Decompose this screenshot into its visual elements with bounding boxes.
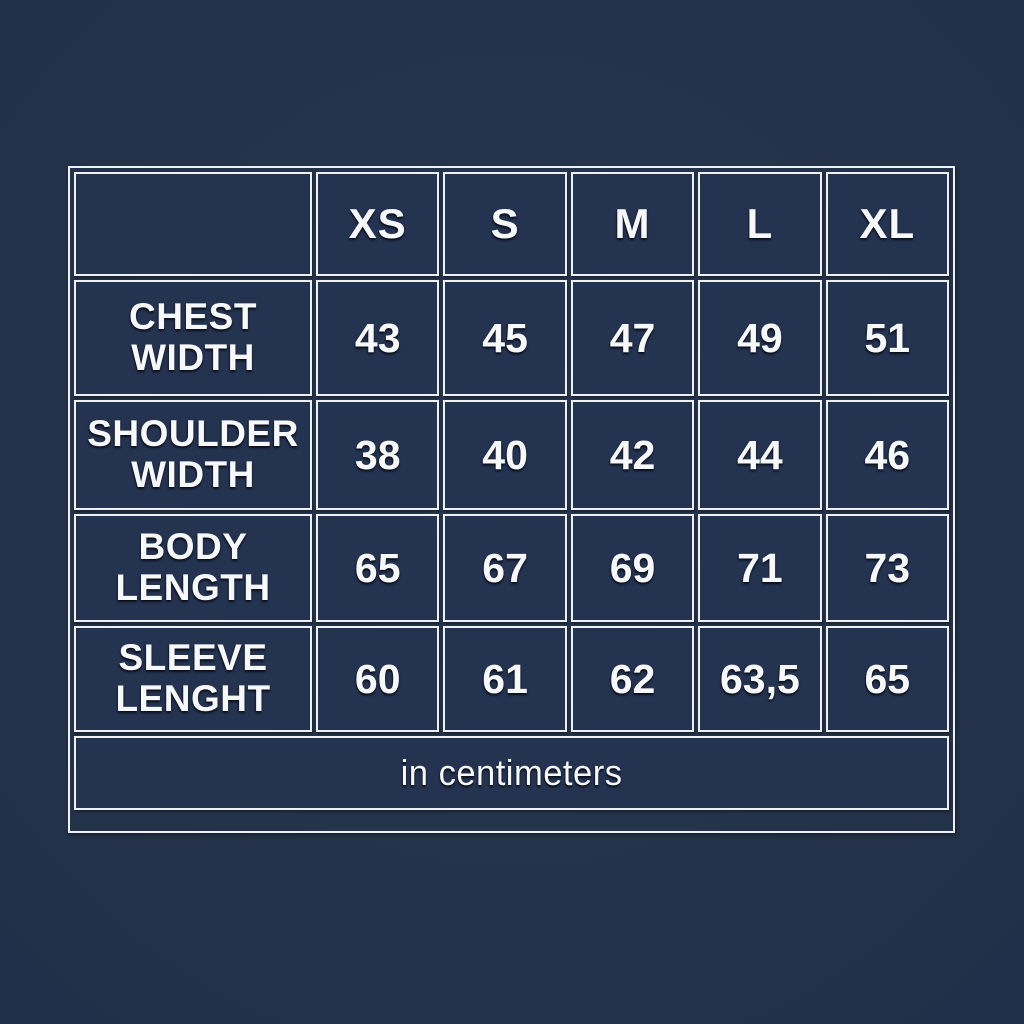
header-cell-xs: XS (316, 172, 440, 276)
cell-shoulder-width-s: 40 (443, 400, 567, 510)
cell-body-length-xs: 65 (316, 514, 440, 622)
cell-shoulder-width-xl: 46 (825, 400, 949, 510)
unit-note-cell: in centimeters (74, 736, 949, 810)
cell-sleeve-length-xl: 65 (825, 626, 949, 732)
cell-sleeve-length-m: 62 (570, 626, 695, 732)
unit-note-text: in centimeters (400, 752, 623, 793)
row-label-shoulder-width: SHOULDER WIDTH (74, 400, 312, 510)
cell-chest-width-l: 49 (698, 280, 822, 396)
cell-chest-width-xl: 51 (825, 280, 949, 396)
size-chart-grid: XS S M L XL CHEST WIDTH 43 45 47 49 51 S… (74, 172, 949, 827)
header-cell-s: S (443, 172, 567, 276)
cell-shoulder-width-xs: 38 (316, 400, 440, 510)
cell-shoulder-width-m: 42 (570, 400, 695, 510)
cell-body-length-xl: 73 (825, 514, 949, 622)
cell-shoulder-width-l: 44 (698, 400, 822, 510)
cell-body-length-s: 67 (443, 514, 567, 622)
cell-body-length-l: 71 (698, 514, 822, 622)
header-corner-empty-cell (74, 172, 312, 276)
cell-chest-width-s: 45 (443, 280, 567, 396)
cell-chest-width-m: 47 (570, 280, 695, 396)
cell-body-length-m: 69 (570, 514, 695, 622)
row-label-body-length: BODY LENGTH (74, 514, 312, 622)
cell-chest-width-xs: 43 (316, 280, 440, 396)
header-cell-l: L (698, 172, 822, 276)
size-chart-table: XS S M L XL CHEST WIDTH 43 45 47 49 51 S… (68, 166, 955, 833)
cell-sleeve-length-s: 61 (443, 626, 567, 732)
row-label-chest-width: CHEST WIDTH (74, 280, 312, 396)
header-cell-m: M (570, 172, 695, 276)
header-cell-xl: XL (825, 172, 949, 276)
cell-sleeve-length-l: 63,5 (698, 626, 822, 732)
cell-sleeve-length-xs: 60 (316, 626, 440, 732)
row-label-sleeve-length: SLEEVE LENGHT (74, 626, 312, 732)
